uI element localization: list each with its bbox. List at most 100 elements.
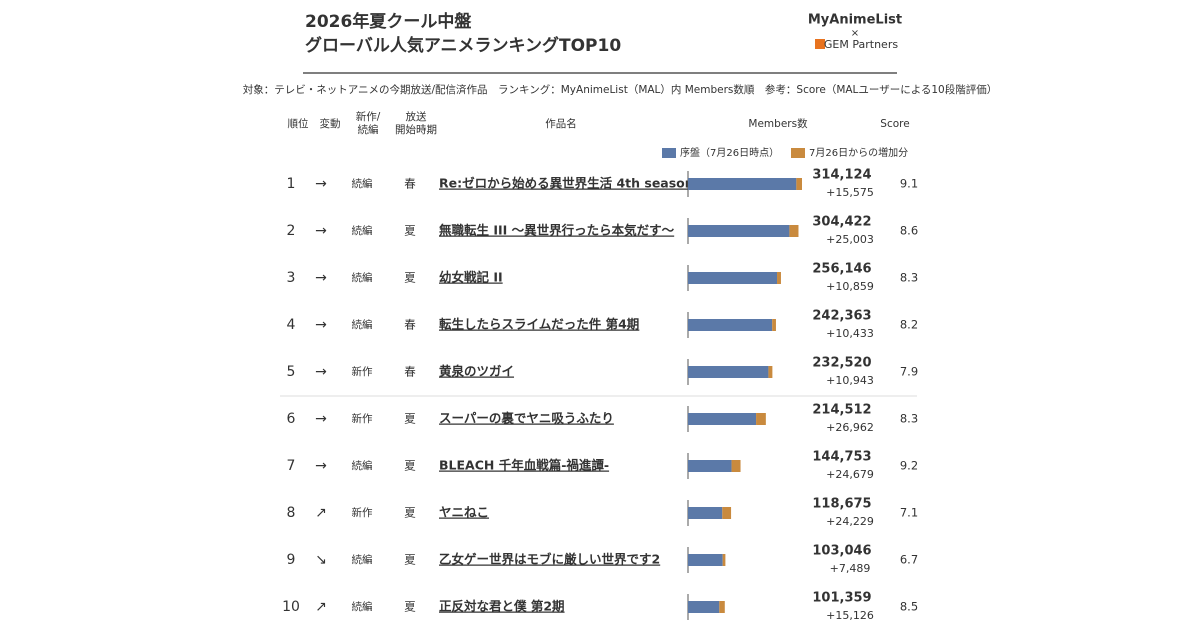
increase: +15,575 [826,186,874,199]
legend-swatch [662,148,676,158]
score: 8.3 [900,271,918,285]
anime-title: BLEACH 千年血戦篇-禍進譚- [439,458,609,473]
bar-increase [789,225,799,237]
bar-base [688,225,790,237]
members: 304,422 [812,215,871,230]
score: 7.1 [900,506,918,520]
members: 144,753 [812,450,871,465]
legend-swatch [791,148,805,158]
change: → [315,364,327,380]
bar-base [688,413,757,425]
score: 6.7 [900,553,918,567]
bar-increase [768,366,773,378]
members: 314,124 [812,168,871,183]
change: ↘ [315,552,327,568]
season: 夏 [404,600,416,614]
change: ↗ [315,599,327,615]
logo: MyAnimeList [808,13,902,28]
col-header: 新作/ [356,110,381,123]
bar-increase [772,319,776,331]
season: 夏 [404,224,416,238]
type: 続編 [352,600,373,613]
anime-title: 幼女戦記 II [439,270,503,285]
increase: +24,679 [826,468,874,481]
type: 新作 [352,412,373,425]
increase: +26,962 [826,421,874,434]
bar-increase [796,178,802,190]
change: → [315,223,327,239]
increase: +10,433 [826,327,874,340]
col-header: Members数 [748,117,808,130]
bar-increase [719,601,725,613]
col-header: 順位 [288,117,309,130]
legend-label: 7月26日からの増加分 [809,146,908,159]
col-header: 開始時期 [395,123,437,136]
anime-title: 正反対な君と僕 第2期 [439,599,565,614]
bar-base [688,178,797,190]
anime-title: 無職転生 III ～異世界行ったら本気だす～ [439,223,675,238]
change: → [315,270,327,286]
season: 夏 [404,412,416,426]
note: 対象：テレビ・ネットアニメの今期放送/配信済作品 ランキング：MyAnimeLi… [243,83,998,96]
score: 9.2 [900,459,918,473]
col-header: Score [880,118,909,130]
legend-label: 序盤（7月26日時点） [680,146,779,159]
change: → [315,411,327,427]
score: 8.5 [900,600,918,614]
score: 7.9 [900,365,918,379]
season: 春 [404,365,416,379]
increase: +25,003 [826,233,874,246]
score: 9.1 [900,177,918,191]
type: 続編 [352,271,373,284]
type: 続編 [352,318,373,331]
type: 続編 [352,553,373,566]
bar-base [688,460,732,472]
col-header: 作品名 [545,117,577,130]
anime-title: 転生したらスライムだった件 第4期 [439,317,639,332]
type: 新作 [352,365,373,378]
score: 8.6 [900,224,918,238]
rank: 5 [287,364,296,380]
anime-title: Re:ゼロから始める異世界生活 4th season [439,176,694,191]
bar-base [688,272,778,284]
logo-mark [815,39,825,49]
members: 214,512 [812,403,871,418]
logo-cross: × [851,28,859,39]
anime-title: スーパーの裏でヤニ吸うふたり [439,411,614,426]
rank: 3 [287,270,296,286]
col-header: 放送 [406,110,427,123]
col-header: 続編 [358,123,379,136]
members: 256,146 [812,262,871,277]
season: 春 [404,177,416,191]
season: 春 [404,318,416,332]
col-header: 変動 [320,117,341,130]
increase: +24,229 [826,515,874,528]
rank: 1 [287,176,296,192]
score: 8.2 [900,318,918,332]
members: 101,359 [812,591,871,606]
members: 103,046 [812,544,871,559]
change: → [315,458,327,474]
rank: 8 [287,505,296,521]
increase: +15,126 [826,609,874,622]
bar-base [688,554,723,566]
change: → [315,176,327,192]
type: 続編 [352,459,373,472]
anime-title: 乙女ゲー世界はモブに厳しい世界です2 [439,552,660,567]
season: 夏 [404,271,416,285]
bar-increase [777,272,781,284]
title: グローバル人気アニメランキングTOP10 [305,35,621,56]
title: 2026年夏クール中盤 [305,11,472,32]
type: 続編 [352,224,373,237]
increase: +10,943 [826,374,874,387]
bar-base [688,366,769,378]
bar-base [688,319,773,331]
bar-increase [756,413,766,425]
type: 新作 [352,506,373,519]
bar-base [688,601,720,613]
members: 242,363 [812,309,871,324]
logo: GEM Partners [824,38,898,51]
change: ↗ [315,505,327,521]
rank: 9 [287,552,296,568]
